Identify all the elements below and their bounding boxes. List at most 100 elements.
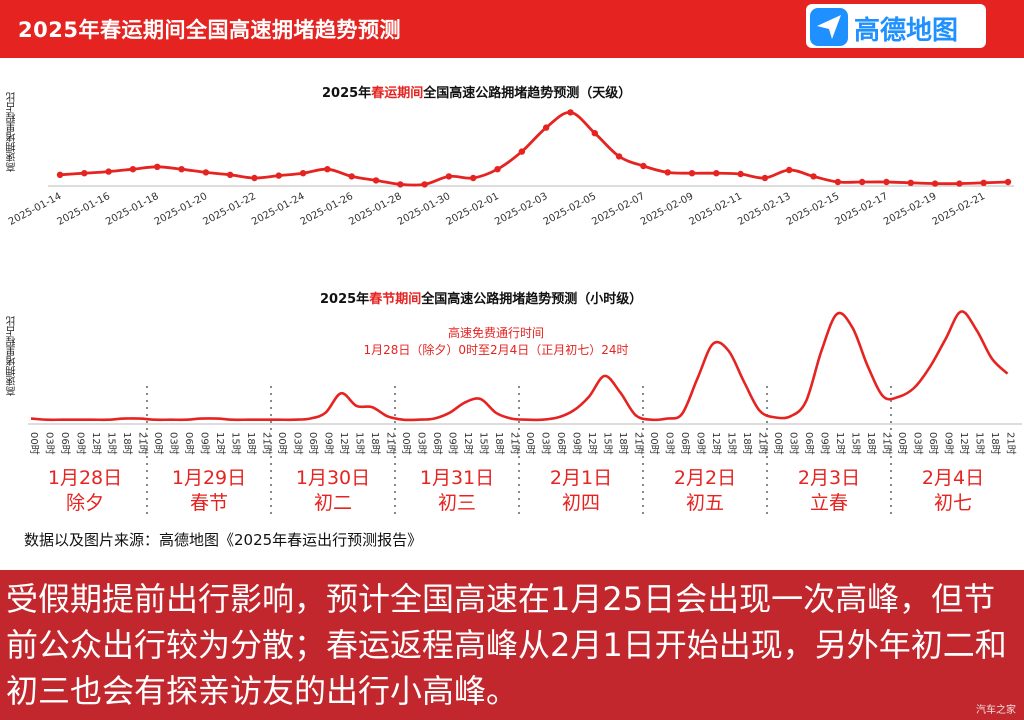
daily-data-point [202,169,210,176]
daily-data-point [445,173,453,180]
header-bar: 2025年春运期间全国高速拥堵趋势预测 高德地图 [0,0,1024,58]
daily-data-point [810,173,817,180]
daily-data-point [567,109,574,116]
amap-logo-text: 高德地图 [854,16,959,46]
hourly-x-tick-label: 15时 [726,432,738,455]
daily-data-point [664,169,671,176]
day-date-label: 1月28日 [48,467,122,489]
daily-x-tick-label: 2025-01-16 [56,191,112,228]
daily-data-point [542,124,550,131]
hourly-x-tick-label: 15时 [478,432,490,455]
daily-data-point [56,171,64,178]
daily-x-tick-label: 2025-02-11 [688,191,744,228]
daily-x-tick-label: 2025-01-26 [299,191,355,228]
hourly-x-tick-label: 12时 [958,432,970,455]
daily-x-tick-label: 2025-02-15 [785,191,841,228]
hourly-x-tick-label: 15时 [974,432,986,455]
daily-data-point [154,163,161,170]
hourly-x-tick-label: 12时 [338,432,350,455]
hourly-x-tick-label: 00时 [400,432,412,455]
free-toll-annotation-line-1: 高速免费通行时间 [448,325,544,340]
page-title: 2025年春运期间全国高速拥堵趋势预测 [18,18,401,42]
daily-data-point [907,179,914,186]
daily-x-tick-label: 2025-01-18 [104,191,160,228]
day-date-label: 1月29日 [172,467,246,489]
hourly-x-tick-label: 18时 [245,432,257,455]
daily-data-point [518,148,526,155]
daily-x-tick-label: 2025-01-28 [347,191,403,228]
hourly-x-tick-label: 21时 [757,432,769,455]
daily-data-point [858,178,866,186]
hourly-x-tick-label: 03时 [168,432,180,455]
daily-data-point [980,179,987,186]
daily-data-point [737,170,744,178]
hourly-x-tick-label: 00时 [772,432,784,455]
daily-data-point [883,178,890,186]
hourly-x-tick-label: 00时 [28,432,40,455]
hourly-x-tick-label: 15时 [230,432,242,455]
day-lunar-label: 初五 [686,492,724,514]
daily-data-point [178,166,185,173]
hourly-series-line [30,310,1009,422]
hourly-x-tick-label: 03时 [788,432,800,455]
caption-banner: 受假期提前出行影响，预计全国高速在1月25日会出现一次高峰，但节前公众出行较为分… [0,570,1024,720]
daily-x-tick-label: 2025-02-21 [931,191,987,228]
daily-data-point [688,170,696,177]
hourly-x-tick-label: 00时 [276,432,288,455]
day-date-label: 1月30日 [296,467,370,489]
hourly-x-tick-label: 03时 [664,432,676,455]
daily-data-point [591,130,598,137]
day-lunar-label: 初四 [562,492,600,514]
hourly-x-tick-label: 06时 [555,432,567,455]
hourly-x-tick-label: 15时 [354,432,366,455]
hourly-x-tick-label: 21时 [1005,432,1017,455]
hourly-x-tick-label: 09时 [571,432,583,455]
hourly-x-tick-label: 00时 [648,432,660,455]
hourly-chart-title: 2025年春节期间全国高速公路拥堵趋势预测（小时级） [320,288,642,307]
daily-x-tick-label: 2025-02-03 [493,191,549,228]
hourly-x-tick-label: 06时 [307,432,319,455]
daily-x-tick-label: 2025-01-20 [153,191,209,228]
daily-x-tick-label: 2025-02-17 [833,191,889,228]
hourly-x-tick-label: 06时 [927,432,939,455]
daily-data-point [226,171,234,178]
day-lunar-label: 初七 [934,492,972,514]
watermark: 汽车之家 [976,705,1016,716]
day-date-label: 2月1日 [550,467,612,489]
daily-x-tick-label: 2025-01-14 [7,191,63,228]
hourly-x-tick-label: 18时 [493,432,505,455]
hourly-title-part-2: 春节期间 [369,292,422,307]
daily-data-point [372,177,380,184]
free-toll-annotation-line-2: 1月28日（除夕）0时至2月4日（正月初七）24时 [363,342,628,357]
hourly-x-tick-label: 15时 [106,432,118,455]
day-date-label: 2月2日 [674,467,736,489]
daily-x-tick-label: 2025-01-22 [201,191,257,228]
daily-data-point [275,172,282,179]
daily-data-point [834,178,842,186]
daily-data-point [494,166,501,173]
day-date-label: 2月4日 [922,467,984,489]
daily-x-tick-label: 2025-02-05 [542,191,598,228]
hourly-x-tick-label: 06时 [679,432,691,455]
daily-x-tick-label: 2025-01-24 [250,191,306,228]
day-lunar-label: 立春 [810,492,848,514]
hourly-x-tick-label: 21时 [633,432,645,455]
hourly-x-tick-label: 09时 [819,432,831,455]
hourly-x-tick-label: 21时 [509,432,521,455]
hourly-x-tick-label: 21时 [261,432,273,455]
hourly-x-tick-label: 00时 [524,432,536,455]
day-lunar-label: 初三 [438,492,476,514]
hourly-x-tick-label: 12时 [710,432,722,455]
hourly-x-tick-label: 03时 [912,432,924,455]
hourly-x-tick-label: 06时 [803,432,815,455]
day-lunar-label: 春节 [190,492,228,514]
daily-data-point [761,174,769,182]
daily-title-part-3: 全国高速公路拥堵趋势预测（天级） [423,86,632,101]
hourly-x-tick-label: 03时 [540,432,552,455]
hourly-x-tick-label: 03时 [44,432,56,455]
daily-data-point [81,170,88,177]
day-date-label: 1月31日 [420,467,494,489]
hourly-x-tick-label: 18时 [617,432,629,455]
daily-data-point [105,168,112,175]
daily-x-tick-label: 2025-02-09 [639,191,695,228]
